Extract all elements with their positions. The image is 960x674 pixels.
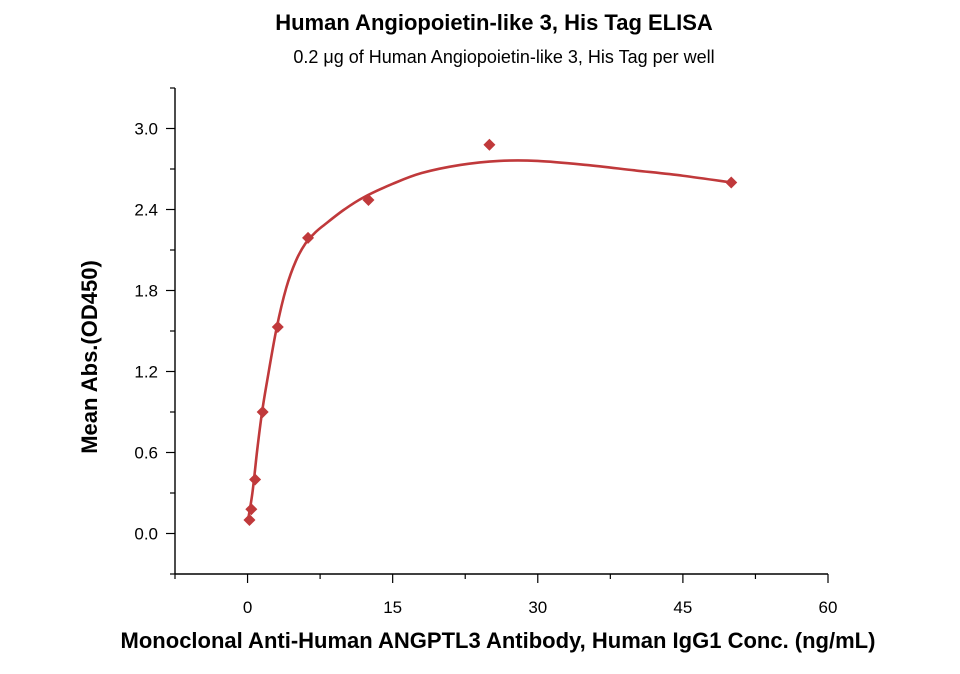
y-tick-label: 0.6 [134, 444, 158, 463]
data-point [362, 194, 375, 207]
fit-curve-layer [246, 159, 732, 523]
x-tick-label: 15 [383, 598, 402, 617]
y-tick-label: 2.4 [134, 201, 158, 220]
x-tick-label: 45 [673, 598, 692, 617]
x-tick-label: 30 [528, 598, 547, 617]
data-point [245, 503, 258, 516]
y-tick-label: 1.8 [134, 282, 158, 301]
data-points [243, 138, 738, 526]
data-point [271, 320, 284, 333]
y-tick-label: 0.0 [134, 525, 158, 544]
data-point [725, 176, 738, 189]
y-axis-label: Mean Abs.(OD450) [77, 260, 102, 454]
x-tick-label: 0 [243, 598, 252, 617]
y-tick-label: 1.2 [134, 363, 158, 382]
x-axis-label: Monoclonal Anti-Human ANGPTL3 Antibody, … [121, 628, 876, 653]
fit-curve [246, 159, 732, 523]
chart-title: Human Angiopoietin-like 3, His Tag ELISA [275, 10, 713, 35]
data-point [483, 138, 496, 151]
data-point [302, 231, 315, 244]
y-tick-label: 3.0 [134, 120, 158, 139]
x-tick-label: 60 [819, 598, 838, 617]
data-point [243, 514, 256, 526]
data-point [256, 406, 269, 418]
chart-subtitle: 0.2 μg of Human Angiopoietin-like 3, His… [293, 47, 714, 67]
data-point [249, 473, 262, 486]
ticks: 0.0 0.6 1.2 1.8 2.4 3.0 0 15 30 45 60 [134, 87, 838, 617]
